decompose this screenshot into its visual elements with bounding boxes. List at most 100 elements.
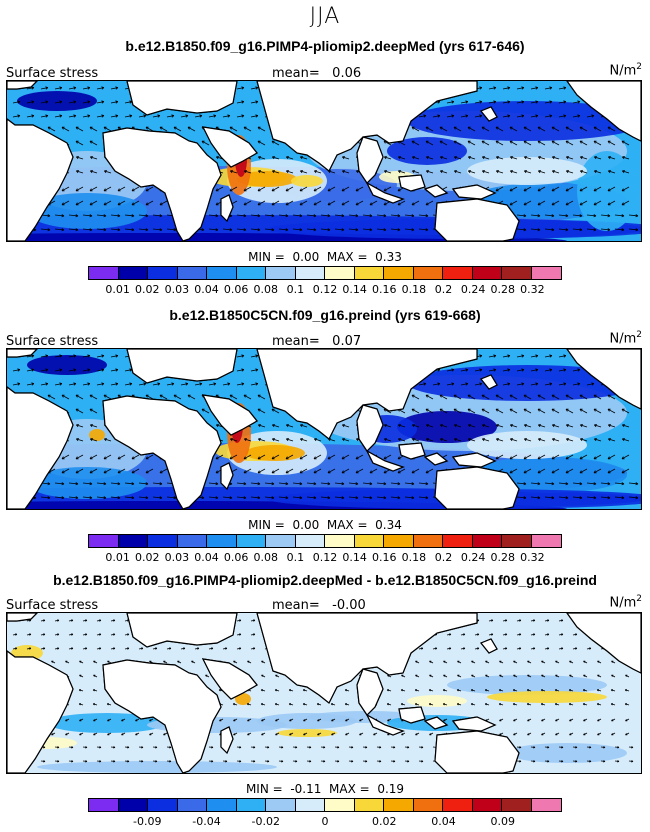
stress-arrow [124, 482, 135, 485]
stress-arrow-head [521, 382, 525, 386]
stress-arrow-head [103, 456, 107, 460]
colorbar-swatch [148, 799, 178, 811]
stress-arrow-head [271, 470, 275, 474]
stress-arrow [488, 355, 496, 358]
stress-arrow-head [117, 188, 121, 192]
stress-arrow-head [365, 746, 368, 749]
stress-arrow [145, 186, 154, 192]
stress-arrow [579, 126, 588, 132]
stress-arrow-head [215, 228, 219, 232]
stress-arrow-head [569, 660, 572, 663]
stress-arrow-head [211, 746, 214, 749]
stress-arrow-head [568, 703, 571, 706]
stress-arrow-head [507, 86, 511, 90]
stress-arrow-head [309, 760, 312, 763]
stress-arrow-head [457, 674, 460, 677]
stress-arrow [243, 200, 252, 206]
stress-arrow [510, 170, 518, 174]
stress-arrow-head [43, 760, 46, 763]
stress-arrow [244, 438, 252, 442]
stress-arrow-head [177, 660, 180, 663]
stress-arrow-head [467, 408, 471, 412]
stress-arrow [292, 496, 303, 499]
stress-arrow [530, 496, 541, 499]
stress-arrow-head [257, 214, 261, 218]
stress-arrow-head [523, 496, 527, 500]
stress-arrow [54, 383, 62, 386]
colorbar-tick-label: 0.01 [105, 283, 130, 296]
stress-arrow-head [300, 156, 303, 160]
stress-arrow-head [397, 470, 401, 474]
stress-arrow-head [589, 746, 592, 749]
stress-arrow-head [103, 394, 107, 398]
stress-arrow [40, 87, 48, 90]
stress-arrow-head [470, 689, 473, 692]
stress-arrow [90, 156, 98, 160]
colorbar-tick-label: 0.08 [253, 551, 279, 564]
stress-arrow-head [485, 674, 488, 677]
stress-arrow [110, 228, 121, 231]
stress-arrow [468, 424, 476, 428]
stress-arrow-head [299, 202, 303, 206]
stress-arrow-head [163, 733, 166, 736]
stress-arrow [230, 170, 238, 174]
stress-arrow [551, 140, 560, 146]
stress-arrow-head [87, 114, 91, 118]
stress-arrow-head [323, 760, 326, 763]
stress-arrow-head [129, 100, 133, 104]
stress-arrow-head [565, 202, 569, 206]
stress-contour-fill [487, 691, 607, 703]
stress-arrow-head [454, 156, 457, 160]
stress-arrow-head [185, 382, 189, 386]
stress-arrow [552, 156, 560, 160]
stress-arrow-head [593, 228, 597, 232]
stress-arrow [47, 394, 56, 400]
stress-arrow [40, 101, 48, 104]
stress-arrow-head [169, 760, 172, 763]
stress-arrow [327, 200, 336, 206]
stress-arrow [454, 170, 462, 174]
panel-3-colorbar-ticks: -0.09 -0.04 -0.02 0 0.02 0.04 0.09 [88, 815, 562, 829]
land-mask [7, 81, 38, 90]
stress-arrow-head [513, 660, 516, 663]
stress-arrow [607, 140, 616, 146]
colorbar-swatch [472, 267, 502, 279]
stress-arrow [306, 228, 317, 231]
stress-arrow-head [355, 470, 359, 474]
stress-arrow-head [425, 202, 429, 206]
stress-arrow-head [71, 746, 74, 749]
stress-arrow-head [149, 719, 152, 722]
stress-arrow-head [617, 746, 620, 749]
stress-arrow [412, 156, 420, 160]
stress-arrow [537, 394, 546, 400]
stress-arrow [124, 115, 132, 118]
colorbar-swatch [266, 267, 296, 279]
stress-arrow [412, 438, 420, 442]
stress-arrow-head [533, 633, 536, 636]
stress-arrow [538, 156, 546, 160]
stress-arrow-head [519, 746, 522, 749]
stress-arrow-head [383, 496, 387, 500]
stress-arrow [61, 126, 70, 132]
stress-arrow [152, 228, 163, 231]
stress-arrow [516, 496, 527, 499]
colorbar-swatch [118, 267, 148, 279]
stress-arrow [524, 156, 532, 160]
stress-arrow-head [59, 86, 63, 90]
stress-arrow [250, 496, 261, 499]
stress-arrow [89, 186, 98, 192]
stress-arrow-head [625, 733, 628, 736]
stress-arrow-head [61, 202, 65, 206]
stress-arrow-head [327, 214, 331, 218]
stress-arrow [229, 126, 238, 132]
stress-arrow-head [359, 719, 362, 722]
stress-arrow [622, 170, 630, 174]
stress-arrow-head [79, 674, 82, 677]
stress-arrow-head [507, 368, 511, 372]
stress-arrow-head [101, 86, 105, 90]
panel-1-colorbar [88, 266, 562, 280]
stress-arrow-head [271, 202, 275, 206]
stress-arrow-head [621, 214, 625, 218]
stress-arrow [124, 383, 132, 386]
stress-arrow-head [439, 408, 443, 412]
